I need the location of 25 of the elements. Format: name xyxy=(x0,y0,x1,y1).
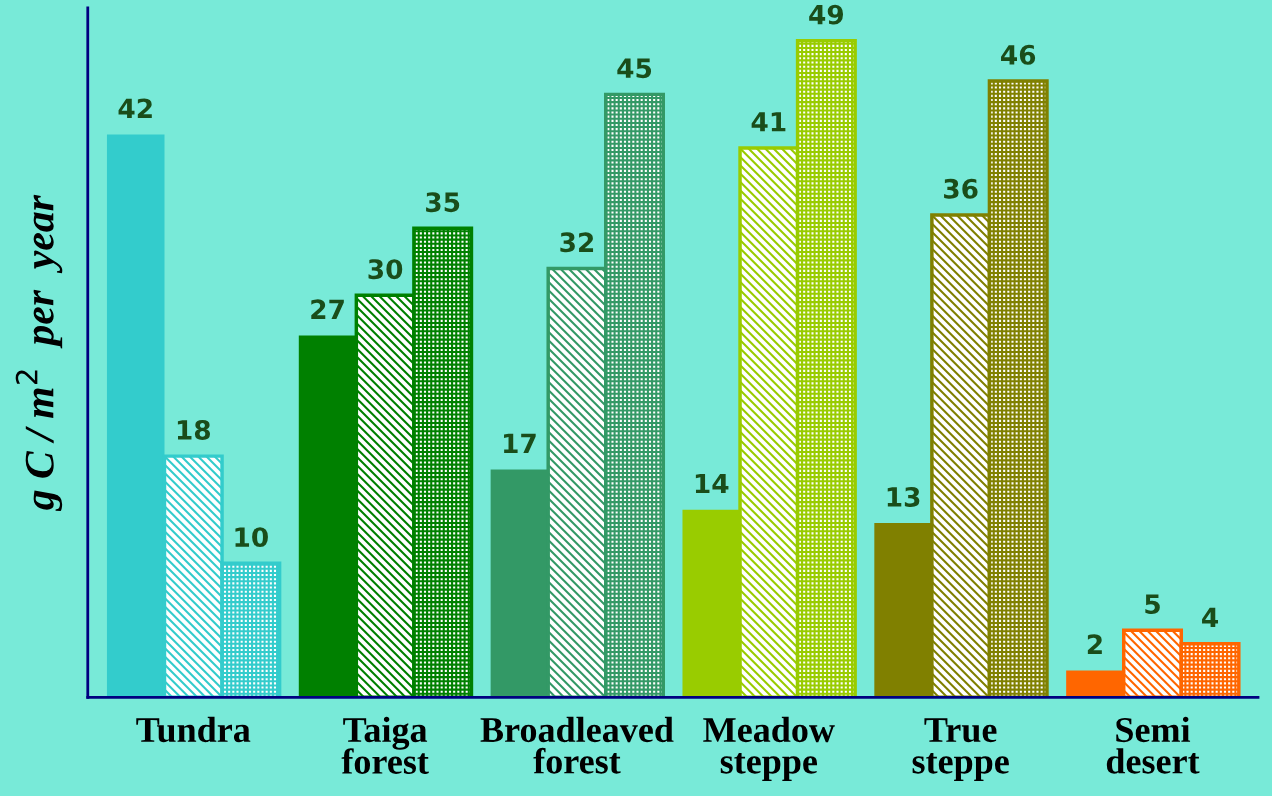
data-label: 42 xyxy=(118,98,152,118)
data-label: 13 xyxy=(887,486,920,507)
data-label: 35 xyxy=(426,192,460,213)
data-label: 32 xyxy=(560,232,594,253)
data-label: 27 xyxy=(311,299,344,319)
data-label: 46 xyxy=(1001,44,1036,65)
data-label: 45 xyxy=(617,58,652,79)
data-label: 4 xyxy=(1202,607,1219,628)
data-label: 18 xyxy=(177,419,211,440)
data-label: 10 xyxy=(235,527,268,548)
x-tick-label: True steppe xyxy=(912,718,1009,781)
x-tick-label: Broadleaved forest xyxy=(480,716,674,774)
x-tick-label: Tundra xyxy=(136,716,251,743)
data-label: 14 xyxy=(695,473,729,494)
x-tick-label: Semi desert xyxy=(1106,716,1200,774)
data-label: 49 xyxy=(809,4,844,25)
data-label: 5 xyxy=(1145,594,1160,615)
data-label: 17 xyxy=(504,433,536,453)
x-tick-label: Taiga forest xyxy=(341,716,429,774)
data-label: 41 xyxy=(751,112,786,132)
data-label: 2 xyxy=(1087,634,1102,654)
data-label: 30 xyxy=(368,259,403,280)
data-label: 36 xyxy=(944,178,978,199)
y-axis-title: g C / m$^{2}$ per year xyxy=(15,194,63,512)
x-tick-label: Meadow steppe xyxy=(703,716,835,781)
